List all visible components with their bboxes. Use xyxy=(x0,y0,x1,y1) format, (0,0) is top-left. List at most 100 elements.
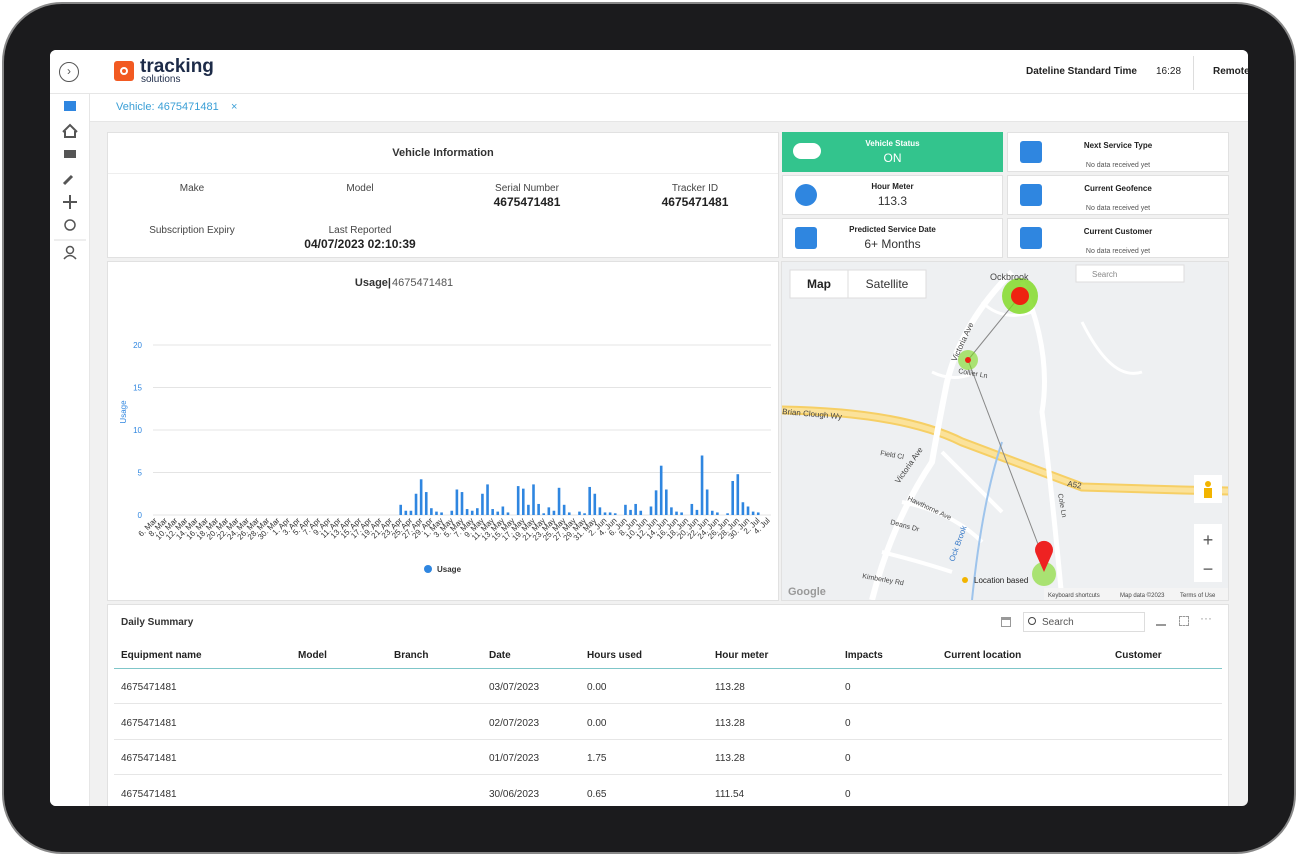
sidebar-icons xyxy=(54,101,86,260)
column-header: Model xyxy=(298,650,327,661)
card-value: ON xyxy=(883,151,902,165)
calendar-icon[interactable] xyxy=(1001,617,1011,627)
card-value: No data received yet xyxy=(1085,248,1151,255)
bar xyxy=(450,510,454,515)
map-footer-text: Terms of Use xyxy=(1180,593,1216,599)
search-placeholder: Search xyxy=(1042,617,1074,628)
cell: 111.54 xyxy=(715,789,745,801)
row-rule xyxy=(114,774,1222,776)
roads-minor xyxy=(881,450,1004,574)
more-icon[interactable]: ··· xyxy=(1200,611,1212,625)
tab-label[interactable]: Vehicle: 4675471481 xyxy=(116,101,219,113)
cell: 30/06/2023 xyxy=(489,789,540,801)
status-card: Current Geofence No data received yet xyxy=(1007,175,1229,215)
cell: 0.65 xyxy=(587,789,607,801)
bar xyxy=(654,490,658,515)
route xyxy=(967,359,1045,561)
table-search[interactable]: Search xyxy=(1023,612,1145,632)
column-header: Branch xyxy=(394,650,429,661)
cell: 02/07/2023 xyxy=(489,717,540,729)
bar xyxy=(736,474,740,515)
cell: 1.75 xyxy=(587,753,607,765)
bar xyxy=(419,479,423,515)
cell: 4675471481 xyxy=(121,789,177,801)
bar xyxy=(496,511,500,515)
time: 16:28 xyxy=(1156,66,1182,77)
home-icon[interactable] xyxy=(62,123,78,138)
user-icon[interactable] xyxy=(65,245,75,255)
bar xyxy=(562,504,566,515)
card-icon xyxy=(1020,141,1042,163)
y-tick-label: 20 xyxy=(133,341,142,350)
bar xyxy=(664,489,668,515)
bar xyxy=(424,492,428,515)
y-tick-label: 5 xyxy=(138,469,143,478)
bar xyxy=(537,503,540,515)
bar xyxy=(670,507,673,515)
y-tick-label: 15 xyxy=(133,384,142,393)
heat-spot xyxy=(1032,562,1056,586)
location-pin[interactable] xyxy=(1035,540,1053,572)
map-footer-text: Map data ©2023 xyxy=(1120,592,1165,599)
card-value: No data received yet xyxy=(1085,162,1151,169)
menu-remote[interactable]: Remote xyxy=(1213,66,1248,77)
status-card: Vehicle Status ON xyxy=(782,132,1003,172)
header-rule xyxy=(114,668,1222,669)
status-card: Predicted Service Date 6+ Months xyxy=(782,218,1003,258)
daily-summary-panel: Daily Summary Search ··· Equipment name M… xyxy=(107,604,1229,806)
timezone: Dateline Standard Time xyxy=(1026,66,1137,77)
legend-dot xyxy=(962,577,968,583)
field-value: 04/07/2023 02:10:39 xyxy=(304,237,416,251)
y-tick-label: 0 xyxy=(138,511,143,520)
history-icon[interactable] xyxy=(64,219,76,231)
map-label: Kimberley Rd xyxy=(862,573,905,587)
sidebar xyxy=(50,94,90,806)
cell: 0 xyxy=(845,717,851,729)
row-rule xyxy=(114,738,1222,740)
bar xyxy=(440,512,443,515)
card-title: Current Geofence xyxy=(1084,184,1152,193)
bar xyxy=(593,493,597,515)
bar xyxy=(649,506,653,515)
bar xyxy=(491,509,494,515)
bar xyxy=(399,504,403,515)
bar xyxy=(680,512,683,515)
move-icon[interactable] xyxy=(63,195,77,209)
map-tab[interactable]: Map xyxy=(807,277,831,291)
card-icon xyxy=(795,227,817,249)
bar xyxy=(521,488,525,515)
status-card: Next Service Type No data received yet xyxy=(1007,132,1229,172)
fullscreen-icon[interactable] xyxy=(1179,616,1189,626)
cell: 113.28 xyxy=(715,682,745,693)
bar xyxy=(476,508,479,515)
row-rule xyxy=(114,703,1222,704)
field-label: Serial Number xyxy=(495,183,559,194)
status-card: Current Customer No data received yet xyxy=(1007,218,1229,258)
search-icon xyxy=(1028,617,1036,625)
bar xyxy=(624,504,627,515)
toolbox-icon[interactable] xyxy=(64,150,76,158)
bar xyxy=(404,510,408,515)
card-title: Current Customer xyxy=(1083,227,1153,236)
bar xyxy=(726,513,729,515)
cell: 0 xyxy=(845,753,851,765)
tab-close[interactable]: × xyxy=(231,101,238,113)
bar xyxy=(608,512,612,515)
map-search-box[interactable] xyxy=(1075,264,1185,283)
key-icon[interactable] xyxy=(62,174,74,186)
cell: 0.00 xyxy=(587,717,607,729)
field-label: Model xyxy=(346,183,374,194)
brand-sub: solutions xyxy=(141,74,181,85)
download-icon[interactable] xyxy=(1156,616,1166,626)
legend-label: Usage xyxy=(437,565,462,574)
map-icon[interactable] xyxy=(64,101,76,111)
pegman-body xyxy=(1204,488,1212,498)
expand-button[interactable]: › xyxy=(59,62,79,82)
field-label: Make xyxy=(179,183,205,194)
bar xyxy=(470,510,474,515)
bar xyxy=(460,492,464,515)
zoom-out[interactable]: − xyxy=(1203,559,1214,579)
road-victoria xyxy=(869,269,1015,600)
zoom-in[interactable]: + xyxy=(1203,530,1214,550)
